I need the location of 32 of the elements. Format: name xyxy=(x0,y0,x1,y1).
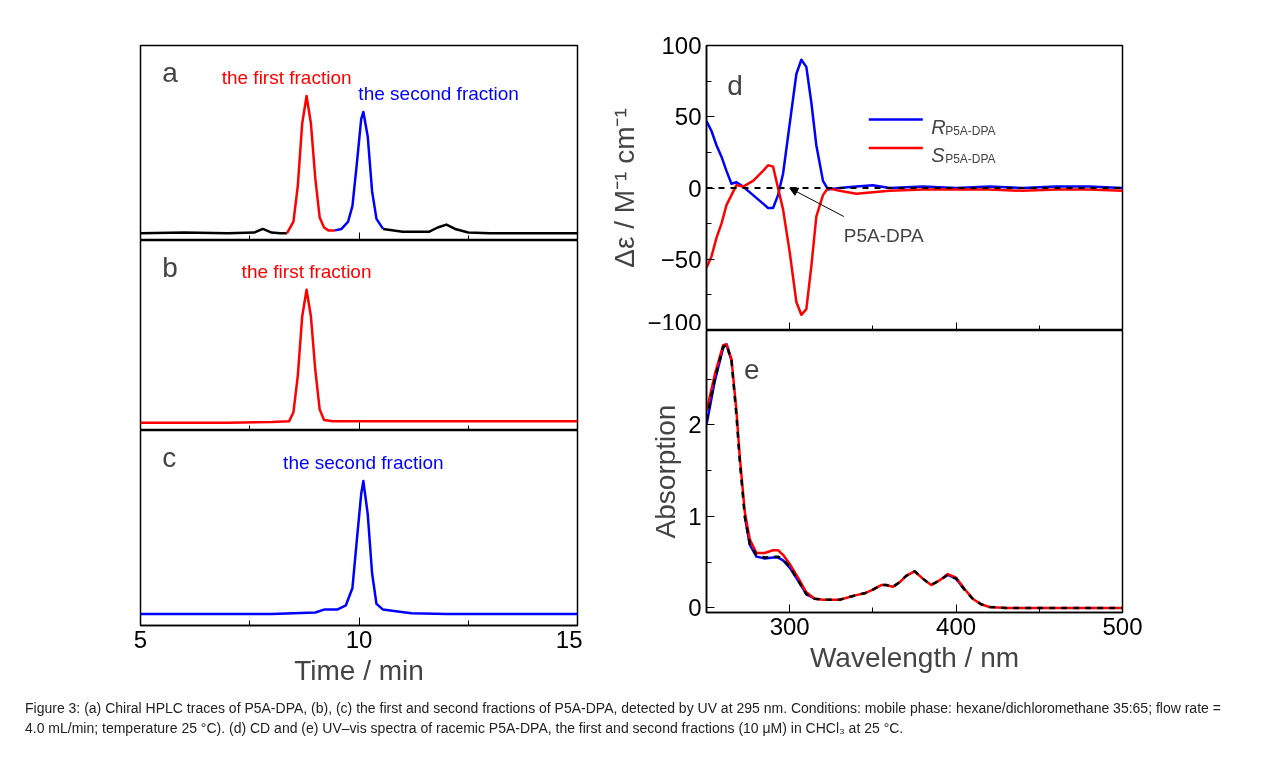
y-tick-label: 0 xyxy=(688,174,702,202)
y-tick-label: 50 xyxy=(674,103,702,131)
x-tick-label: 300 xyxy=(769,612,810,640)
y-axis-title: Absorption xyxy=(650,404,682,539)
caption: Figure 3: (a) Chiral HPLC traces of P5A-DPA, (b), (c) the first and second fractions of P5A-DPA, detected by UV at 295 nm. Conditions: mobile phase: hexane/dichloromethane 35:65; flow rate = 4.0 mL/min; temperature 25 °C). (d) CD and (e) UV–vis spectra of racemic P5A-DPA, the first and second fractions (10 μM) in CHCl₃ at 25 °C. xyxy=(25,699,1222,738)
x-tick-label: 5 xyxy=(133,625,148,653)
text: a xyxy=(162,57,179,89)
x-tick-label: 15 xyxy=(555,625,583,653)
y-tick-label: 0 xyxy=(688,594,702,622)
legend-label: RP5A-DPA xyxy=(931,115,996,138)
ref-line-label: P5A-DPA xyxy=(843,225,924,247)
y-tick-label: 1 xyxy=(688,502,702,530)
y-tick-label: −50 xyxy=(660,245,702,273)
y-tick-label: 2 xyxy=(688,411,702,439)
x-axis-title: Time / min xyxy=(294,654,424,686)
series-label: the first fraction xyxy=(241,260,372,282)
annotation: d xyxy=(727,69,743,101)
legend-label: SP5A-DPA xyxy=(931,144,996,167)
x-tick-label: 400 xyxy=(936,612,977,640)
y-tick-label: 100 xyxy=(661,32,702,59)
series-label: the second fraction xyxy=(283,452,444,474)
text: c xyxy=(162,442,177,474)
series-label: the second fraction xyxy=(358,82,519,104)
annotation: e xyxy=(743,354,760,386)
y-axis-title: Δε / M⁻¹ cm⁻¹ xyxy=(609,108,641,268)
x-tick-label: 10 xyxy=(345,625,373,653)
text: b xyxy=(162,251,178,283)
x-axis-title: Wavelength / nm xyxy=(809,641,1020,673)
series-label: the first fraction xyxy=(221,67,352,89)
line-series xyxy=(706,163,1123,317)
x-tick-label: 500 xyxy=(1102,612,1143,640)
y-tick-label: −100 xyxy=(647,308,702,336)
